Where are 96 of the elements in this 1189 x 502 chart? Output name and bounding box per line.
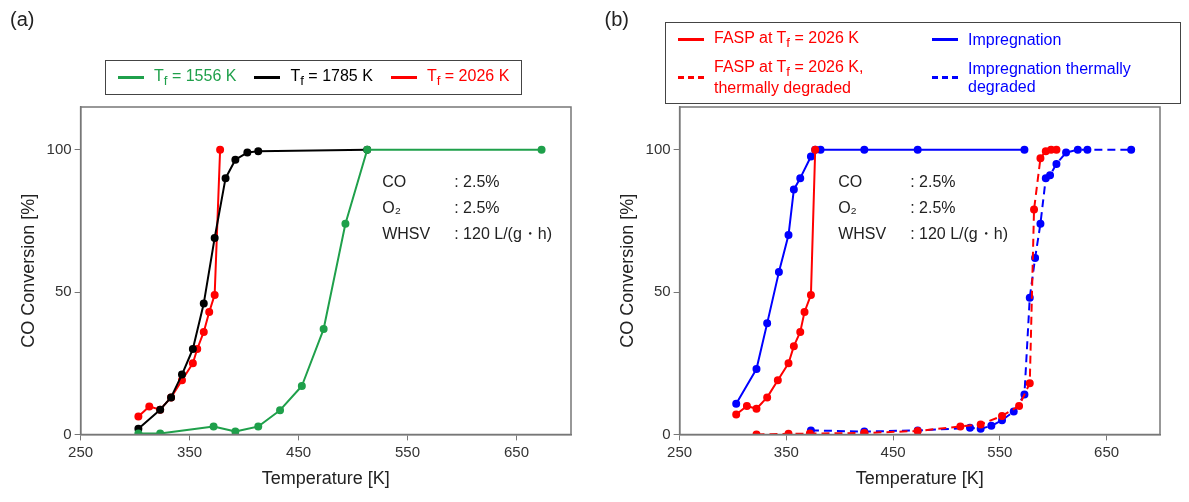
point <box>751 364 760 373</box>
text: O₂ : 2.5% <box>382 199 500 217</box>
x-tick-label: 350 <box>773 442 799 460</box>
point <box>806 290 815 299</box>
point <box>1025 293 1034 302</box>
point <box>188 344 197 353</box>
point <box>1014 401 1023 410</box>
point <box>784 359 793 368</box>
point <box>145 402 154 411</box>
point <box>319 325 328 334</box>
y-tick-label: 0 <box>63 424 72 442</box>
point <box>762 319 771 328</box>
legend-label: Impregnation <box>968 30 1062 49</box>
legend-label: Impregnation thermally degraded <box>968 59 1132 96</box>
point <box>1025 379 1034 388</box>
point <box>795 174 804 183</box>
x-tick-label: 650 <box>504 442 530 460</box>
legend-label: T$_{f}$ = 1556 K <box>154 67 237 89</box>
x-axis-title: Temperature [K] <box>261 468 390 489</box>
point <box>913 145 922 154</box>
text: CO : 2.5% <box>837 173 956 191</box>
point <box>1061 148 1070 157</box>
point <box>254 147 263 156</box>
point <box>231 427 240 435</box>
x-tick-label: 450 <box>880 442 906 460</box>
x-tick-label: 550 <box>395 442 421 460</box>
point <box>773 376 782 385</box>
point <box>231 155 240 164</box>
point <box>1009 407 1018 416</box>
point <box>789 342 798 351</box>
point <box>199 299 208 308</box>
y-axis-title: CO Conversion [%] <box>17 193 38 348</box>
legend-label: FASP at T$_{f}$ = 2026 K, thermally degraded <box>714 58 865 98</box>
point <box>205 307 214 316</box>
x-tick-label: 650 <box>1093 442 1119 460</box>
point <box>216 145 225 154</box>
point <box>800 307 809 316</box>
text: WHSV : 120 L/(g・h) <box>837 225 1008 243</box>
point <box>976 420 985 429</box>
point <box>210 290 219 299</box>
point <box>537 145 546 154</box>
y-axis-title: CO Conversion [%] <box>616 193 637 348</box>
text: WHSV : 120 L/(g・h) <box>382 225 553 243</box>
x-tick-label: 250 <box>666 442 692 460</box>
point <box>731 410 740 419</box>
point <box>742 401 751 410</box>
y-tick-label: 50 <box>54 282 72 300</box>
chart-title: (a) <box>10 8 35 31</box>
point <box>199 327 208 336</box>
text: CO : 2.5% <box>382 173 500 191</box>
point <box>762 393 771 402</box>
point <box>177 370 186 379</box>
point <box>1035 154 1044 163</box>
point <box>986 421 995 430</box>
point <box>188 359 197 368</box>
point <box>997 411 1006 420</box>
legend-label: T$_{f}$ = 1785 K <box>290 67 373 89</box>
y-tick-label: 100 <box>46 139 72 157</box>
x-tick-label: 350 <box>177 442 203 460</box>
x-axis-title: Temperature [K] <box>855 468 984 489</box>
point <box>955 422 964 431</box>
point <box>210 233 219 242</box>
point <box>1126 145 1135 154</box>
point <box>859 145 868 154</box>
x-tick-label: 450 <box>286 442 312 460</box>
y-tick-label: 50 <box>653 282 671 300</box>
legend-label: T$_{f}$ = 2026 K <box>426 67 510 89</box>
x-tick-label: 250 <box>68 442 94 460</box>
chart-title: (b) <box>604 8 629 31</box>
point <box>774 268 783 277</box>
point <box>789 185 798 194</box>
point <box>276 406 285 415</box>
point <box>1029 205 1038 214</box>
point <box>1019 145 1028 154</box>
point <box>1035 219 1044 228</box>
point <box>784 231 793 240</box>
point <box>134 412 143 421</box>
y-tick-label: 100 <box>645 139 671 157</box>
point <box>209 422 218 431</box>
point <box>806 152 815 161</box>
point <box>731 399 740 408</box>
x-tick-label: 550 <box>986 442 1012 460</box>
point <box>221 174 230 183</box>
point <box>254 422 263 431</box>
y-tick-label: 0 <box>661 424 671 442</box>
point <box>243 148 252 157</box>
point <box>1045 171 1054 180</box>
point <box>1051 159 1060 168</box>
point <box>795 327 804 336</box>
point <box>1082 145 1091 154</box>
point <box>341 219 350 228</box>
point <box>751 404 760 413</box>
text: O₂ : 2.5% <box>837 199 956 217</box>
point <box>297 382 306 390</box>
point <box>1073 145 1082 154</box>
legend-label: FASP at T$_{f}$ = 2026 K <box>714 29 859 51</box>
